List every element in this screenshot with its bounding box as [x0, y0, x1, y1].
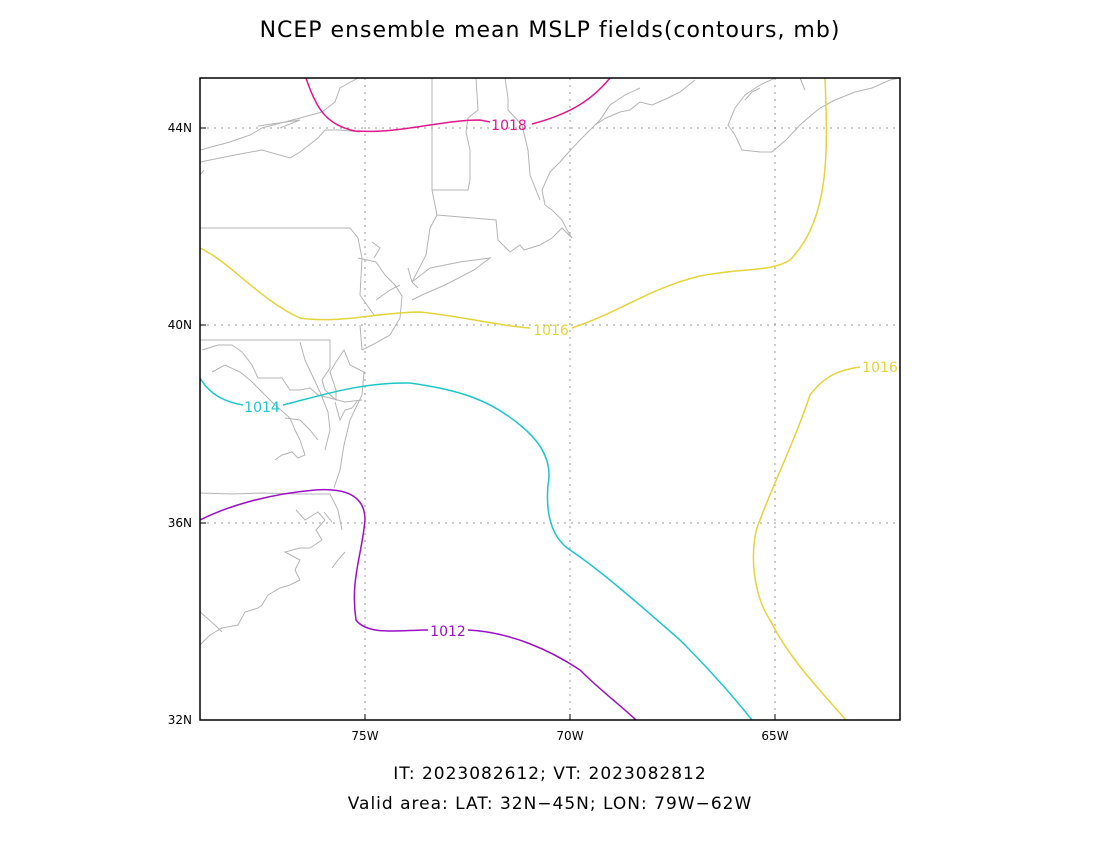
contour-1016-east — [752, 366, 861, 720]
tick-marks — [200, 127, 776, 721]
latitude-tick-labels: 44N 40N 36N 32N — [168, 121, 192, 727]
contour-label-1018: 1018 — [491, 118, 527, 134]
lon-label-65w: 65W — [761, 729, 788, 743]
contour-1012 — [200, 488, 637, 720]
coastlines — [200, 78, 900, 646]
contour-label-1016-west: 1016 — [533, 323, 569, 339]
lat-label-40n: 40N — [168, 318, 192, 332]
contour-1018 — [305, 78, 611, 133]
contour-label-1014: 1014 — [244, 400, 280, 416]
contour-1014 — [200, 377, 753, 720]
gridlines — [200, 78, 900, 720]
map-frame — [199, 77, 901, 721]
page-title: NCEP ensemble mean MSLP fields(contours,… — [259, 18, 841, 43]
lon-label-70w: 70W — [556, 729, 583, 743]
longitude-tick-labels: 75W 70W 65W — [351, 729, 788, 743]
valid-area: Valid area: LAT: 32N−45N; LON: 79W−62W — [347, 794, 753, 814]
lat-label-44n: 44N — [168, 121, 192, 135]
contour-labels: 1018 1016 1016 1014 1012 — [244, 118, 898, 640]
contour-label-1012: 1012 — [430, 624, 466, 640]
contour-label-1016-east: 1016 — [862, 360, 898, 376]
init-valid-time: IT: 2023082612; VT: 2023082812 — [393, 764, 707, 784]
lon-label-75w: 75W — [351, 729, 378, 743]
contour-1016-west — [200, 78, 828, 329]
mslp-contours — [200, 78, 861, 720]
lat-label-32n: 32N — [168, 713, 192, 727]
lat-label-36n: 36N — [168, 516, 192, 530]
